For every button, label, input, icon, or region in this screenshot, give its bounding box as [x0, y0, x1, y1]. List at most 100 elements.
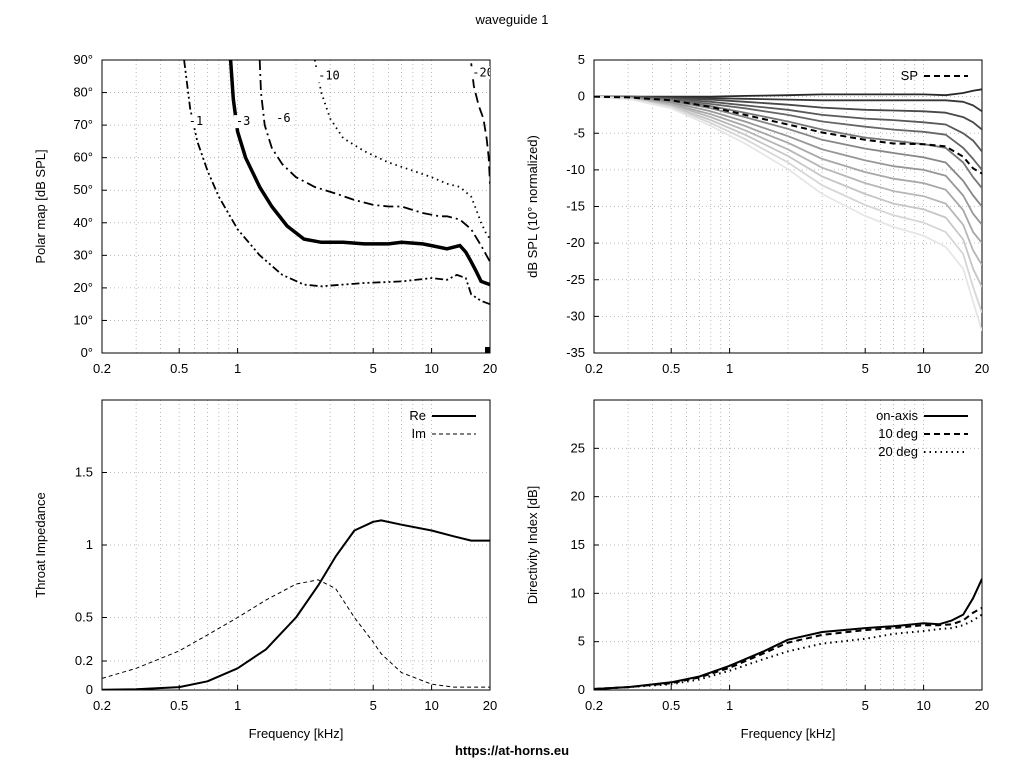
- x-axis-label: Frequency [kHz]: [741, 726, 836, 741]
- series-line: [102, 519, 490, 690]
- series-line: [594, 606, 982, 690]
- y-axis-label: Throat Impedance: [33, 492, 48, 598]
- x-tick-label: 1: [726, 698, 733, 713]
- y-tick-label: 20: [571, 489, 585, 504]
- y-tick-label: -5: [573, 125, 585, 140]
- legend-label: Re: [409, 408, 426, 423]
- series-line: [102, 579, 490, 688]
- contour-marker: [485, 347, 490, 353]
- x-tick-label: 0.5: [170, 361, 188, 376]
- chart-panel-2: 0.2 0.5 1 5 10 20 -35 -30 -25 -20 -15 -10 -5 0 5 dB SPL…: [525, 52, 989, 376]
- legend-label: Im: [412, 426, 426, 441]
- contour-label: -10: [318, 69, 340, 83]
- series-line: [594, 613, 982, 690]
- y-tick-label: -15: [566, 199, 585, 214]
- y-tick-label: 20°: [73, 280, 93, 295]
- x-tick-label: 0.2: [585, 361, 603, 376]
- y-tick-label: 1.5: [75, 465, 93, 480]
- x-tick-label: 0.2: [585, 698, 603, 713]
- contour-label-bg: [316, 69, 343, 83]
- legend-label: 10 deg: [878, 426, 918, 441]
- contour-label: -20: [472, 65, 494, 79]
- x-tick-label: 10: [916, 361, 930, 376]
- y-tick-label: 15: [571, 537, 585, 552]
- series-line: [594, 95, 982, 313]
- x-tick-label: 5: [370, 698, 377, 713]
- x-axis-label: Frequency [kHz]: [249, 726, 344, 741]
- x-tick-label: 20: [483, 698, 497, 713]
- contour-line: [313, 60, 490, 240]
- y-tick-label: -25: [566, 272, 585, 287]
- contour-line: [228, 60, 490, 287]
- x-tick-label: 10: [916, 698, 930, 713]
- y-tick-label: 0: [86, 682, 93, 697]
- plot-area: [594, 88, 982, 332]
- chart-panel-1: 0.2 0.5 1 5 10 20 0° 10° 20° 30° 40° 50° 60° 70° 80° 90…: [33, 52, 497, 376]
- series-line: [594, 95, 982, 208]
- plot-area: [102, 519, 490, 690]
- x-tick-label: 5: [862, 698, 869, 713]
- y-tick-label: 1: [86, 537, 93, 552]
- series-line: [594, 95, 982, 288]
- y-tick-label: 70°: [73, 117, 93, 132]
- x-tick-label: 0.5: [662, 361, 680, 376]
- legend-label: on-axis: [876, 408, 918, 423]
- y-tick-label: -10: [566, 162, 585, 177]
- footer-url: https://at-horns.eu: [455, 743, 569, 758]
- series-line: [594, 95, 982, 153]
- x-tick-label: 10: [424, 698, 438, 713]
- y-axis-label: dB SPL (10° normalized): [525, 135, 540, 278]
- y-tick-label: 5: [578, 634, 585, 649]
- contour-label-bg: [274, 111, 294, 125]
- contour-label: -3: [236, 114, 250, 128]
- x-tick-label: 5: [862, 361, 869, 376]
- legend-label: 20 deg: [878, 444, 918, 459]
- x-tick-label: 1: [234, 361, 241, 376]
- y-tick-label: -35: [566, 345, 585, 360]
- x-tick-label: 1: [234, 698, 241, 713]
- plot-frame: [101, 59, 491, 354]
- contour-label: -1: [189, 114, 203, 128]
- y-tick-label: 25: [571, 440, 585, 455]
- y-axis-label: Directivity Index [dB]: [525, 486, 540, 605]
- series-line: [594, 95, 982, 244]
- y-tick-label: 10: [571, 585, 585, 600]
- y-tick-label: 0: [578, 89, 585, 104]
- y-tick-label: 5: [578, 52, 585, 67]
- x-tick-label: 20: [483, 361, 497, 376]
- figure-title: waveguide 1: [475, 12, 549, 27]
- y-tick-label: 80°: [73, 85, 93, 100]
- x-tick-label: 20: [975, 361, 989, 376]
- y-tick-label: 10°: [73, 312, 93, 327]
- contour-label: -6: [276, 111, 290, 125]
- contour-label-bg: [470, 66, 490, 80]
- contour-line: [183, 60, 490, 306]
- x-tick-label: 5: [370, 361, 377, 376]
- y-tick-label: -20: [566, 235, 585, 250]
- legend-label: SP: [901, 68, 918, 83]
- x-tick-label: 0.2: [93, 698, 111, 713]
- y-tick-label: 0: [578, 682, 585, 697]
- x-tick-label: 0.5: [662, 698, 680, 713]
- x-tick-label: 0.2: [93, 361, 111, 376]
- series-line: [594, 95, 982, 226]
- series-line: [594, 88, 982, 98]
- y-tick-label: 0.2: [75, 653, 93, 668]
- contour-label-bg: [186, 115, 206, 129]
- contour-line: [258, 60, 490, 263]
- plot-area: -1 -3 -6 -10 -20: [183, 60, 494, 353]
- y-tick-label: 40°: [73, 215, 93, 230]
- x-tick-label: 0.5: [170, 698, 188, 713]
- plot-area: [594, 578, 982, 690]
- y-tick-label: -30: [566, 308, 585, 323]
- series-line: [594, 95, 982, 131]
- series-line: [594, 95, 982, 171]
- contour-label-bg: [233, 115, 253, 129]
- series-line: [594, 95, 982, 175]
- y-tick-label: 60°: [73, 150, 93, 165]
- y-tick-label: 50°: [73, 182, 93, 197]
- y-tick-label: 90°: [73, 52, 93, 67]
